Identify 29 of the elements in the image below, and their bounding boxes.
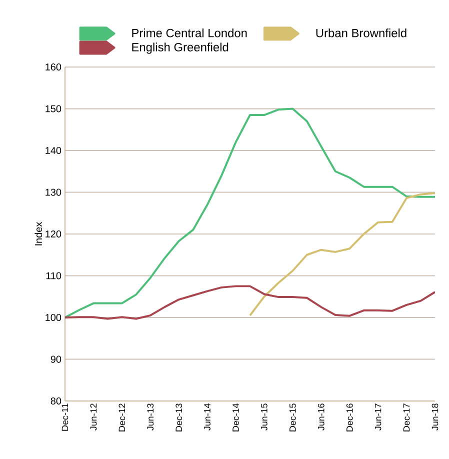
x-tick-label: Dec-12 bbox=[118, 404, 126, 432]
x-tick-label: Dec-15 bbox=[290, 404, 296, 432]
x-tick-label: Jun-13 bbox=[147, 404, 154, 430]
x-tick-label: Dec-13 bbox=[176, 404, 182, 432]
x-tick-label: Jun-14 bbox=[204, 403, 210, 430]
x-tick-label: Jun-18 bbox=[432, 404, 438, 430]
x-tick-label: Dec-11 bbox=[62, 404, 68, 431]
x-tick-label: Dec-14 bbox=[232, 403, 239, 432]
x-tick-label: Jun-12 bbox=[90, 404, 97, 430]
y-tick-label: 80 bbox=[50, 397, 62, 405]
x-tick-label: Dec-16 bbox=[346, 404, 353, 432]
x-tick-label: Jun-15 bbox=[261, 404, 268, 430]
y-tick-label: 110 bbox=[46, 272, 62, 280]
x-tick-label: Dec-17 bbox=[403, 404, 410, 432]
line-series bbox=[65, 285, 436, 320]
y-tick-label: 90 bbox=[50, 356, 62, 363]
y-tick-label: 160 bbox=[46, 63, 62, 71]
y-tick-label: 100 bbox=[46, 314, 62, 322]
legend-label: Urban Brownfield bbox=[316, 28, 406, 38]
y-tick-label: 130 bbox=[46, 188, 62, 196]
x-tick-label: Jun-17 bbox=[374, 404, 382, 430]
x-tick-label: Jun-16 bbox=[318, 404, 324, 430]
legend-label: English Greenfield bbox=[132, 42, 228, 54]
legend-label: Prime Central London bbox=[132, 28, 247, 38]
y-tick-label: 150 bbox=[46, 105, 62, 112]
line-series bbox=[249, 192, 436, 316]
y-tick-label: 140 bbox=[46, 146, 62, 154]
y-tick-label: 120 bbox=[46, 230, 62, 238]
y-axis-title: Index bbox=[34, 222, 42, 246]
